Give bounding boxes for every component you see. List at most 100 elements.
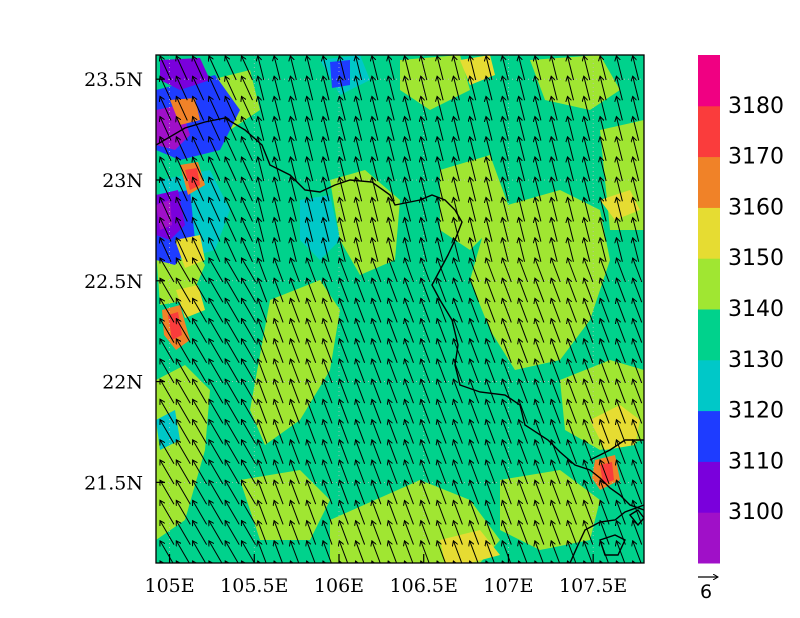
- wind-vector: [176, 541, 190, 563]
- wind-vector: [339, 56, 346, 81]
- wind-vector: [356, 541, 365, 563]
- wind-vector: [502, 359, 512, 384]
- wind-vector: [453, 76, 460, 101]
- wind-vector: [453, 157, 460, 182]
- wind-vector: [176, 440, 191, 465]
- wind-vector: [274, 197, 281, 222]
- wind-vector: [453, 500, 463, 525]
- wind-vector: [339, 96, 346, 121]
- wind-vector: [633, 399, 643, 424]
- wind-vector: [176, 480, 191, 505]
- wind-vector: [584, 541, 593, 563]
- wind-vector: [274, 420, 284, 444]
- wind-vector: [486, 258, 496, 283]
- wind-vector: [225, 278, 240, 303]
- wind-vector: [323, 298, 333, 323]
- wind-vector: [307, 258, 317, 283]
- wind-vector: [486, 359, 496, 384]
- wind-vector: [193, 420, 208, 444]
- wind-vector: [437, 76, 444, 101]
- wind-vector: [616, 137, 623, 161]
- wind-vector: [242, 56, 253, 81]
- wind-vector: [600, 480, 610, 505]
- wind-vector: [453, 258, 463, 283]
- wind-vector: [242, 541, 256, 563]
- wind-vector: [405, 96, 411, 121]
- wind-vector: [470, 440, 480, 464]
- wind-vector: [339, 500, 349, 525]
- wind-vector: [242, 76, 253, 101]
- wind-vector: [323, 460, 333, 485]
- wind-vector: [339, 319, 349, 343]
- wind-vector: [242, 379, 256, 404]
- wind-vector: [209, 319, 224, 343]
- wind-vector: [160, 137, 172, 162]
- wind-vector: [323, 379, 333, 404]
- wind-vector: [388, 157, 395, 182]
- wind-vector: [568, 56, 574, 81]
- wind-vector: [307, 359, 317, 384]
- wind-vector: [421, 137, 428, 161]
- wind-vector: [209, 379, 224, 404]
- wind-vector: [274, 500, 284, 525]
- wind-vector: [388, 420, 398, 444]
- wind-vector: [470, 218, 477, 242]
- wind-vector: [535, 561, 544, 563]
- wind-vector: [356, 177, 363, 202]
- wind-vector: [258, 399, 268, 424]
- wind-vector: [258, 521, 268, 545]
- wind-vector: [160, 157, 172, 182]
- wind-vector: [307, 379, 317, 404]
- wind-vector: [486, 521, 496, 545]
- wind-vector: [323, 76, 330, 101]
- wind-vector: [372, 440, 382, 464]
- wind-vector: [600, 197, 607, 222]
- wind-vector: [372, 379, 382, 404]
- wind-vector: [323, 278, 333, 303]
- wind-vector: [551, 258, 561, 283]
- wind-vector: [584, 278, 594, 303]
- wind-vector: [437, 420, 447, 444]
- wind-vector: [193, 197, 205, 222]
- wind-vector: [568, 399, 577, 424]
- wind-vector: [551, 298, 561, 323]
- wind-vector: [633, 440, 643, 464]
- wind-vector: [225, 157, 237, 182]
- wind-vector: [502, 137, 509, 161]
- wind-vector: [633, 319, 643, 343]
- wind-vector: [437, 298, 447, 323]
- wind-vector: [470, 117, 477, 141]
- wind-vector: [584, 258, 594, 283]
- wind-vector: [274, 76, 281, 101]
- wind-vector: [176, 298, 191, 323]
- colorbar-label: 3170: [728, 145, 784, 170]
- wind-vector: [470, 177, 477, 202]
- wind-vector: [160, 177, 172, 202]
- colorbar-swatch: [698, 55, 720, 107]
- wind-vector: [225, 440, 240, 465]
- wind-vector: [356, 298, 366, 323]
- wind-vector: [551, 177, 558, 202]
- wind-vector: [307, 420, 317, 444]
- wind-vector: [209, 359, 224, 384]
- wind-vector: [470, 561, 479, 563]
- wind-vector: [470, 359, 480, 384]
- wind-vector: [437, 500, 447, 525]
- wind-vector: [274, 117, 281, 141]
- wind-vector: [633, 278, 643, 303]
- wind-vector: [242, 177, 253, 202]
- wind-vector: [193, 500, 208, 525]
- wind-vector: [470, 137, 477, 161]
- wind-vector: [225, 238, 237, 263]
- wind-vector: [551, 339, 561, 363]
- wind-vector: [225, 339, 240, 364]
- wind-vector: [307, 76, 314, 101]
- wind-vector: [339, 359, 349, 384]
- wind-vector: [176, 76, 188, 101]
- wind-vector: [633, 420, 643, 444]
- wind-vector: [290, 56, 297, 81]
- wind-vector: [421, 177, 428, 202]
- wind-vector: [535, 298, 545, 323]
- wind-vector: [242, 197, 253, 222]
